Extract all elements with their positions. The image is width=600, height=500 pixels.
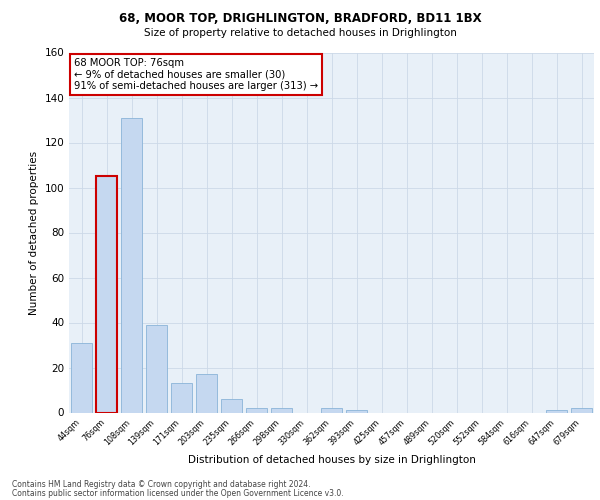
Bar <box>221 399 242 412</box>
Text: 68, MOOR TOP, DRIGHLINGTON, BRADFORD, BD11 1BX: 68, MOOR TOP, DRIGHLINGTON, BRADFORD, BD… <box>119 12 481 26</box>
Text: Size of property relative to detached houses in Drighlington: Size of property relative to detached ho… <box>143 28 457 38</box>
Bar <box>346 410 367 412</box>
Bar <box>171 383 192 412</box>
Text: Contains HM Land Registry data © Crown copyright and database right 2024.: Contains HM Land Registry data © Crown c… <box>12 480 311 489</box>
Bar <box>146 325 167 412</box>
Bar <box>246 408 267 412</box>
Y-axis label: Number of detached properties: Number of detached properties <box>29 150 39 314</box>
Bar <box>121 118 142 412</box>
X-axis label: Distribution of detached houses by size in Drighlington: Distribution of detached houses by size … <box>188 455 475 465</box>
Bar <box>271 408 292 412</box>
Text: 68 MOOR TOP: 76sqm
← 9% of detached houses are smaller (30)
91% of semi-detached: 68 MOOR TOP: 76sqm ← 9% of detached hous… <box>74 58 319 91</box>
Bar <box>96 176 117 412</box>
Bar <box>546 410 567 412</box>
Text: Contains public sector information licensed under the Open Government Licence v3: Contains public sector information licen… <box>12 488 344 498</box>
Bar <box>71 343 92 412</box>
Bar <box>196 374 217 412</box>
Bar <box>571 408 592 412</box>
Bar <box>321 408 342 412</box>
